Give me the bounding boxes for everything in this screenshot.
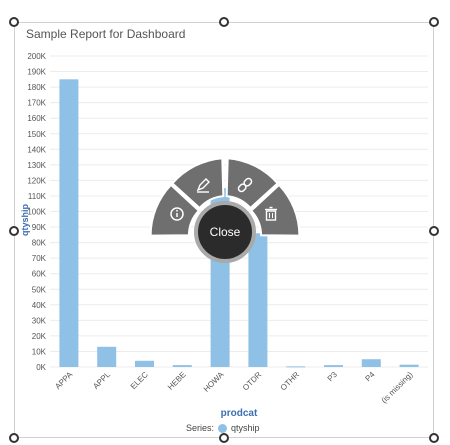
y-tick-label: 100K bbox=[27, 208, 46, 217]
radial-segment-edit[interactable] bbox=[171, 157, 225, 210]
close-button-label: Close bbox=[210, 225, 241, 239]
bar-othr[interactable] bbox=[286, 366, 306, 368]
y-tick-label: 20K bbox=[32, 332, 47, 341]
chart-title: Sample Report for Dashboard bbox=[26, 27, 186, 41]
y-tick-label: 80K bbox=[32, 239, 47, 248]
x-tick-label: APPA bbox=[53, 370, 75, 392]
x-tick-label: (is missing) bbox=[380, 370, 415, 405]
delete-icon bbox=[265, 206, 277, 221]
y-tick-label: 60K bbox=[32, 270, 47, 279]
bar-otdr[interactable] bbox=[248, 233, 268, 367]
y-tick-label: 140K bbox=[27, 145, 46, 154]
resize-handle-top-right[interactable] bbox=[429, 17, 439, 27]
y-tick-label: 10K bbox=[32, 347, 47, 356]
bar-appl[interactable] bbox=[97, 346, 117, 367]
y-tick-label: 70K bbox=[32, 254, 47, 263]
y-tick-label: 40K bbox=[32, 301, 47, 310]
legend-swatch-qtyship bbox=[218, 423, 228, 433]
y-tick-label: 150K bbox=[27, 130, 46, 139]
x-tick-label: OTHR bbox=[279, 370, 302, 393]
x-tick-label: P3 bbox=[326, 370, 340, 384]
x-tick-label: HOWA bbox=[202, 370, 226, 394]
x-axis-label: prodcat bbox=[221, 408, 258, 419]
y-tick-label: 170K bbox=[27, 99, 46, 108]
y-tick-label: 90K bbox=[32, 223, 47, 232]
bar-is-missing[interactable] bbox=[399, 364, 419, 367]
edit-icon bbox=[196, 178, 210, 193]
x-tick-label: ELEC bbox=[129, 370, 150, 391]
radial-context-menu: Close bbox=[149, 157, 301, 263]
y-tick-label: 180K bbox=[27, 83, 46, 92]
y-axis-label: qtyship bbox=[20, 204, 30, 237]
radial-segment-info[interactable] bbox=[149, 183, 201, 237]
link-icon bbox=[237, 177, 253, 193]
y-tick-label: 160K bbox=[27, 114, 46, 123]
legend-series-name: qtyship bbox=[231, 423, 260, 433]
x-tick-label: HEBE bbox=[166, 370, 188, 392]
resize-handle-top-center[interactable] bbox=[219, 17, 229, 27]
radial-segment-delete[interactable] bbox=[249, 183, 301, 237]
y-tick-label: 30K bbox=[32, 316, 47, 325]
resize-handle-bottom-right[interactable] bbox=[429, 433, 439, 443]
resize-handle-bottom-center[interactable] bbox=[219, 433, 229, 443]
bar-p4[interactable] bbox=[361, 359, 381, 367]
bar-elec[interactable] bbox=[135, 360, 154, 367]
y-tick-label: 120K bbox=[27, 176, 46, 185]
y-tick-label: 110K bbox=[28, 192, 47, 201]
radial-segment-link[interactable] bbox=[225, 157, 279, 210]
info-icon bbox=[170, 207, 184, 221]
resize-handle-middle-left[interactable] bbox=[9, 226, 19, 236]
y-tick-label: 190K bbox=[27, 68, 46, 77]
y-tick-label: 50K bbox=[32, 285, 47, 294]
y-tick-label: 130K bbox=[27, 161, 46, 170]
bar-appa[interactable] bbox=[59, 79, 79, 367]
legend-prefix: Series: bbox=[186, 423, 215, 433]
resize-handle-middle-right[interactable] bbox=[429, 226, 439, 236]
resize-handle-bottom-left[interactable] bbox=[9, 433, 19, 443]
bar-p3[interactable] bbox=[324, 365, 343, 367]
bar-hebe[interactable] bbox=[172, 365, 192, 367]
x-tick-label: APPL bbox=[91, 370, 112, 391]
y-tick-label: 0K bbox=[36, 363, 46, 372]
x-tick-label: OTDR bbox=[241, 370, 264, 393]
close-button[interactable] bbox=[194, 201, 256, 263]
resize-handle-top-left[interactable] bbox=[9, 17, 19, 27]
x-tick-label: P4 bbox=[363, 370, 377, 384]
y-tick-label: 200K bbox=[27, 52, 46, 61]
chart-legend: Series: qtyship bbox=[186, 423, 260, 433]
